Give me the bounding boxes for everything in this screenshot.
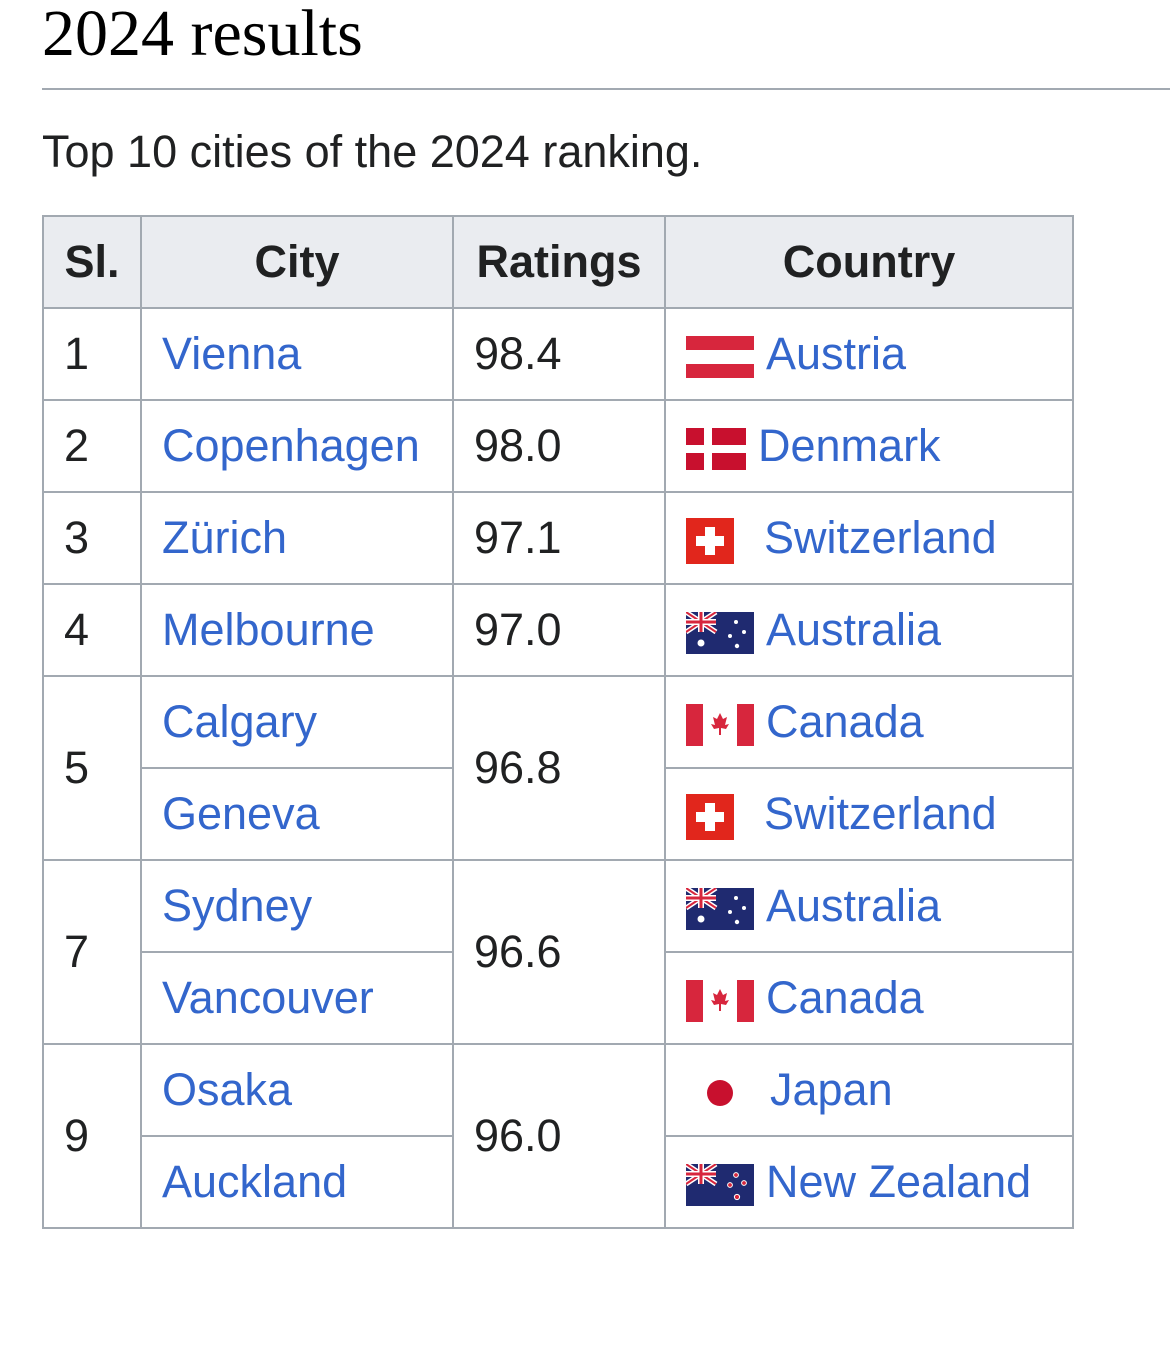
rank-cell: 3 [42, 491, 142, 585]
rank-cell: 5 [42, 675, 142, 861]
rating-cell: 98.0 [452, 399, 666, 493]
rating-cell: 96.6 [452, 859, 666, 1045]
rating-cell: 97.1 [452, 491, 666, 585]
city-link[interactable]: Geneva [162, 788, 320, 839]
country-link[interactable]: Denmark [758, 420, 941, 471]
section-heading: 2024 results [42, 0, 363, 70]
country-link[interactable]: Switzerland [764, 511, 997, 563]
country-cell: Australia [664, 859, 1074, 953]
rating-cell: 97.0 [452, 583, 666, 677]
country-link[interactable]: Canada [766, 972, 924, 1023]
japan-flag-icon [692, 1072, 748, 1115]
city-link[interactable]: Sydney [162, 880, 313, 931]
column-header-country[interactable]: Country [664, 215, 1074, 309]
city-cell: Calgary [140, 675, 454, 769]
city-link[interactable]: Calgary [162, 696, 318, 747]
city-cell: Vancouver [140, 951, 454, 1045]
denmark-flag-icon [686, 428, 746, 471]
switzerland-flag-icon [686, 518, 734, 565]
city-link[interactable]: Osaka [162, 1064, 293, 1115]
country-link[interactable]: New Zealand [766, 1156, 1032, 1207]
city-cell: Geneva [140, 767, 454, 861]
rating-cell: 98.4 [452, 307, 666, 401]
table-row: 2 Copenhagen 98.0 Denmark [42, 399, 1074, 493]
rank-cell: 1 [42, 307, 142, 401]
table-row: Auckland New Zealand [43, 1135, 1074, 1229]
canada-flag-icon [686, 980, 754, 1023]
table-row: 5 Calgary 96.8 Canada [42, 675, 1074, 861]
city-link[interactable]: Melbourne [162, 604, 375, 655]
country-cell: Austria [664, 307, 1074, 401]
city-cell: Osaka [140, 1043, 454, 1137]
canada-flag-icon [686, 704, 754, 747]
country-cell: Switzerland [664, 491, 1074, 585]
rating-cell: 96.0 [452, 1043, 666, 1229]
heading-divider [42, 88, 1170, 90]
table-row: 1 Vienna 98.4 Austria [42, 307, 1074, 401]
table-row: Vancouver Canada [43, 951, 1074, 1045]
city-cell: Melbourne [140, 583, 454, 677]
country-cell: Canada [664, 675, 1074, 769]
switzerland-flag-icon [686, 794, 734, 841]
rank-cell: 2 [42, 399, 142, 493]
city-link[interactable]: Vancouver [162, 972, 374, 1023]
column-header-city[interactable]: City [140, 215, 454, 309]
country-link[interactable]: Australia [766, 880, 942, 931]
rating-cell: 96.8 [452, 675, 666, 861]
city-cell: Copenhagen [140, 399, 454, 493]
city-cell: Vienna [140, 307, 454, 401]
country-link[interactable]: Switzerland [764, 787, 997, 839]
country-link[interactable]: Austria [766, 328, 907, 379]
city-cell: Auckland [140, 1135, 454, 1229]
country-cell: Canada [664, 951, 1074, 1045]
austria-flag-icon [686, 336, 754, 379]
country-cell: Australia [664, 583, 1074, 677]
city-cell: Sydney [140, 859, 454, 953]
rank-cell: 7 [42, 859, 142, 1045]
city-link[interactable]: Vienna [162, 328, 302, 379]
country-link[interactable]: Canada [766, 696, 924, 747]
rank-cell: 4 [42, 583, 142, 677]
australia-flag-icon [684, 886, 754, 931]
table-row: Geneva Switzerland [43, 767, 1074, 861]
country-link[interactable]: Australia [766, 604, 942, 655]
new-zealand-flag-icon [684, 1162, 754, 1207]
country-cell: Japan [664, 1043, 1074, 1137]
australia-flag-icon [684, 610, 754, 655]
table-row: 7 Sydney 96.6 Australia [42, 859, 1074, 1045]
city-link[interactable]: Zürich [162, 512, 288, 563]
table-row: 9 Osaka 96.0 Japan [42, 1043, 1074, 1229]
table-row: 3 Zürich 97.1 Switzerland [42, 491, 1074, 585]
column-header-sl[interactable]: Sl. [42, 215, 142, 309]
country-cell: Denmark [664, 399, 1074, 493]
rank-cell: 9 [42, 1043, 142, 1229]
table-header-row: Sl. City Ratings Country [42, 215, 1074, 309]
city-cell: Zürich [140, 491, 454, 585]
country-link[interactable]: Japan [770, 1064, 893, 1115]
city-link[interactable]: Copenhagen [162, 420, 420, 471]
table-row: 4 Melbourne 97.0 Australia [42, 583, 1074, 677]
column-header-ratings[interactable]: Ratings [452, 215, 666, 309]
city-link[interactable]: Auckland [162, 1156, 348, 1207]
country-cell: Switzerland [664, 767, 1074, 861]
country-cell: New Zealand [664, 1135, 1074, 1229]
table-caption: Top 10 cities of the 2024 ranking. [42, 126, 703, 177]
ranking-table: Sl. City Ratings Country 1 Vienna 98.4 Aust… [42, 215, 1074, 1229]
